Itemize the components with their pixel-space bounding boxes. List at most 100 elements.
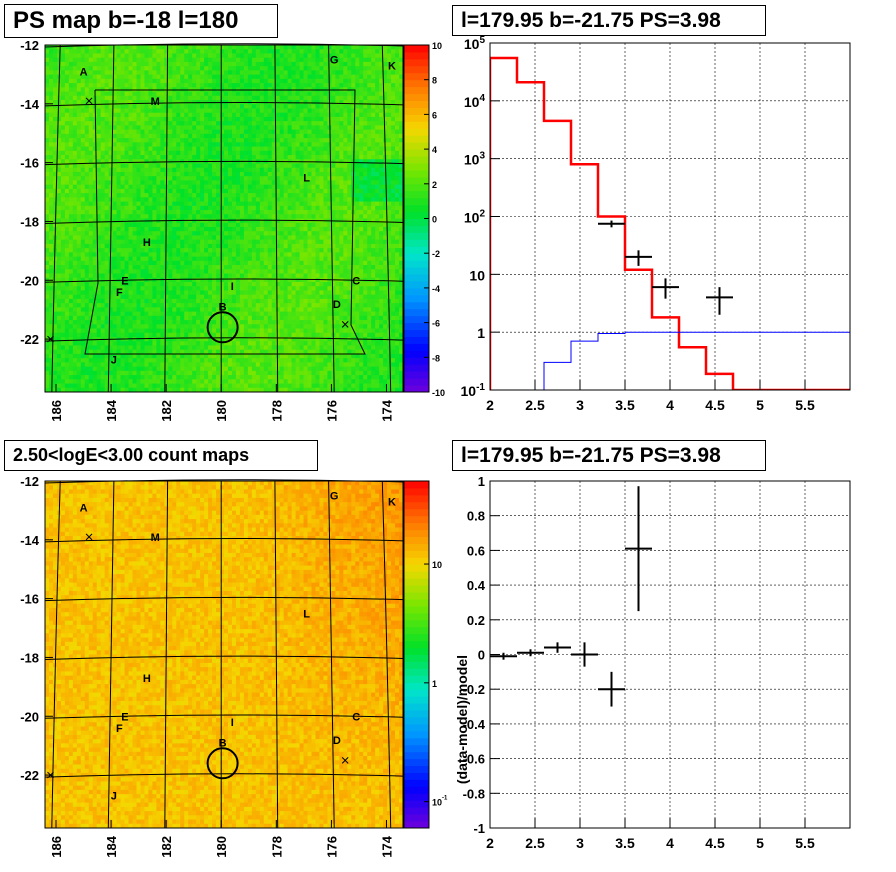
heatmap-pixel — [251, 197, 257, 202]
heatmap-pixel — [239, 74, 245, 80]
heatmap-pixel — [287, 188, 293, 194]
heatmap-pixel — [88, 265, 94, 270]
heatmap-pixel — [267, 188, 273, 194]
heatmap-pixel — [315, 163, 320, 169]
heatmap-pixel — [68, 256, 74, 262]
heatmap-pixel — [212, 231, 217, 236]
heatmap-pixel — [132, 269, 137, 274]
heatmap-pixel — [96, 201, 102, 207]
heatmap-pixel — [120, 239, 125, 245]
heatmap-pixel — [227, 70, 233, 76]
heatmap-pixel — [172, 74, 177, 80]
heatmap-pixel — [196, 193, 201, 198]
heatmap-pixel — [359, 108, 364, 114]
heatmap-pixel — [96, 61, 102, 67]
heatmap-pixel — [387, 243, 392, 249]
heatmap-pixel — [247, 150, 253, 156]
heatmap-pixel — [363, 78, 368, 84]
heatmap-pixel — [283, 155, 289, 160]
heatmap-pixel — [172, 180, 177, 186]
heatmap-pixel — [76, 61, 82, 67]
heatmap-pixel — [92, 150, 98, 156]
heatmap-pixel — [164, 66, 169, 71]
heatmap-pixel — [339, 176, 344, 181]
heatmap-pixel — [72, 243, 78, 249]
heatmap-pixel — [339, 121, 344, 126]
heatmap-pixel — [363, 150, 368, 156]
heatmap-pixel — [315, 61, 320, 67]
heatmap-pixel — [227, 235, 233, 241]
heatmap-pixel — [84, 218, 90, 224]
heatmap-pixel — [283, 210, 289, 215]
heatmap-pixel — [48, 116, 54, 122]
heatmap-pixel — [68, 150, 74, 156]
heatmap-pixel — [128, 108, 133, 114]
heatmap-pixel — [136, 49, 141, 54]
heatmap-pixel — [100, 176, 106, 181]
heatmap-pixel — [319, 49, 324, 54]
heatmap-pixel — [52, 265, 58, 270]
heatmap-pixel — [204, 277, 209, 283]
heatmap-pixel — [96, 159, 102, 164]
heatmap-pixel — [92, 248, 98, 253]
heatmap-pixel — [275, 252, 281, 257]
heatmap-pixel — [104, 125, 110, 131]
heatmap-pixel — [271, 188, 277, 194]
heatmap-pixel — [391, 239, 396, 245]
heatmap-pixel — [307, 100, 312, 105]
heatmap-pixel — [100, 260, 106, 266]
heatmap-pixel — [192, 66, 197, 71]
heatmap-pixel — [347, 197, 352, 202]
heatmap-pixel — [200, 197, 205, 202]
heatmap-pixel — [56, 176, 62, 181]
heatmap-pixel — [168, 57, 173, 63]
heatmap-pixel — [116, 125, 121, 131]
heatmap-pixel — [192, 129, 197, 135]
heatmap-pixel — [76, 239, 82, 245]
heatmap-pixel — [311, 197, 316, 202]
heatmap-pixel — [60, 201, 66, 207]
heatmap-pixel — [132, 66, 137, 71]
heatmap-pixel — [263, 256, 269, 262]
heatmap-pixel — [132, 188, 137, 194]
heatmap-pixel — [335, 142, 340, 147]
heatmap-pixel — [140, 138, 145, 143]
heatmap-pixel — [311, 252, 316, 257]
heatmap-pixel — [60, 167, 66, 173]
heatmap-pixel — [112, 116, 117, 122]
heatmap-pixel — [56, 235, 62, 241]
heatmap-pixel — [271, 95, 277, 101]
heatmap-pixel — [180, 273, 185, 279]
heatmap-pixel — [243, 45, 249, 50]
heatmap-pixel — [180, 146, 185, 152]
heatmap-pixel — [224, 214, 229, 219]
heatmap-pixel — [395, 171, 400, 177]
heatmap-pixel — [239, 125, 245, 131]
heatmap-pixel — [263, 201, 269, 207]
heatmap-pixel — [315, 167, 320, 173]
heatmap-pixel — [275, 197, 281, 202]
heatmap-pixel — [216, 193, 221, 198]
heatmap-pixel — [168, 155, 173, 160]
heatmap-pixel — [347, 171, 352, 177]
heatmap-pixel — [295, 66, 300, 71]
heatmap-pixel — [180, 235, 185, 241]
heatmap-pixel — [52, 193, 58, 198]
heatmap-pixel — [379, 83, 384, 88]
heatmap-pixel — [144, 273, 149, 279]
heatmap-pixel — [279, 256, 285, 262]
heatmap-pixel — [112, 150, 117, 156]
heatmap-pixel — [180, 205, 185, 211]
heatmap-pixel — [136, 133, 141, 139]
heatmap-pixel — [48, 121, 54, 126]
heatmap-pixel — [295, 260, 300, 266]
heatmap-pixel — [156, 142, 161, 147]
heatmap-pixel — [172, 210, 177, 215]
heatmap-pixel — [355, 83, 360, 88]
heatmap-pixel — [132, 74, 137, 80]
heatmap-pixel — [92, 133, 98, 139]
heatmap-pixel — [235, 193, 241, 198]
heatmap-pixel — [204, 66, 209, 71]
heatmap-pixel — [100, 74, 106, 80]
heatmap-pixel — [319, 112, 324, 118]
